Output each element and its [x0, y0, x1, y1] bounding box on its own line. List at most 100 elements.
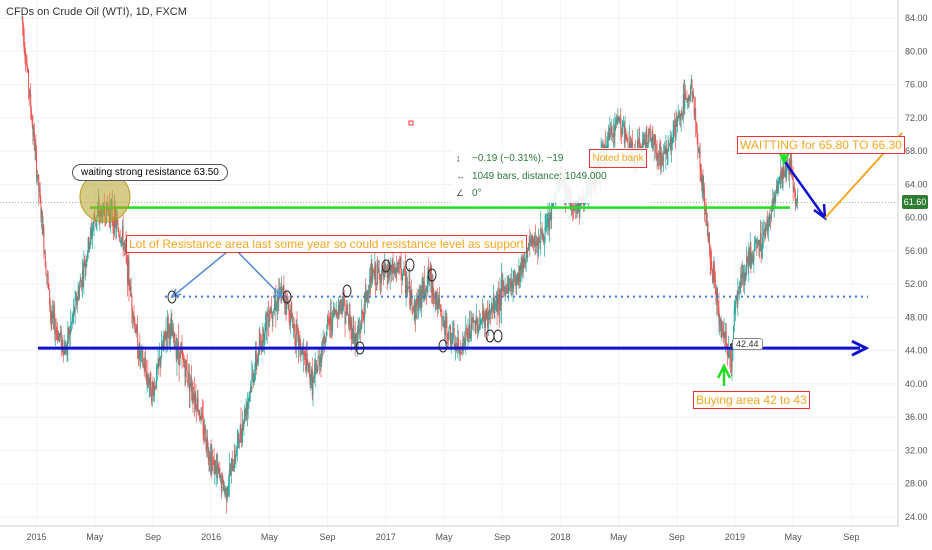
price-axis[interactable]: 84.00 80.00 76.00 72.00 68.00 64.00 60.00 56.00… [905, 13, 928, 522]
candle-body [617, 117, 619, 120]
candle-body [512, 285, 514, 288]
candle-body [44, 251, 46, 253]
candle-body [234, 450, 236, 460]
candle-body [710, 261, 712, 266]
candle-body [78, 291, 80, 298]
resistance-note[interactable]: Lot of Resistance area last some year so… [126, 235, 527, 253]
candle-body [654, 136, 656, 139]
candle-body [769, 214, 771, 218]
candle-body [324, 341, 326, 344]
candle-body [345, 313, 347, 324]
candle-body [88, 237, 90, 250]
candle-body [540, 228, 542, 232]
price-tick-label: 48.00 [905, 312, 928, 322]
candle-body [718, 308, 720, 325]
candle-body [147, 374, 149, 381]
candle-body [120, 240, 122, 242]
candle-body [25, 56, 27, 63]
time-tick-label: 2015 [27, 532, 47, 542]
candle-body [313, 378, 315, 379]
candle-body [353, 334, 355, 342]
candle-body [713, 266, 715, 282]
candle-body [792, 178, 794, 189]
candle-body [47, 275, 49, 284]
candle-body [326, 325, 328, 336]
candle-body [694, 109, 696, 115]
candle-body [511, 280, 513, 288]
candle-body [471, 317, 473, 332]
candle-body [434, 291, 436, 300]
candle-body [395, 268, 397, 273]
candle-body [81, 280, 83, 287]
candle-body [89, 243, 91, 250]
candle-body [643, 139, 645, 145]
candle-body [248, 396, 250, 401]
candle-body [611, 126, 613, 134]
buying-note[interactable]: Buying area 42 to 43 [693, 391, 810, 409]
candle-body [29, 94, 31, 96]
candle-body [43, 227, 45, 253]
candle-body [412, 308, 414, 310]
candle-body [201, 412, 203, 415]
candle-body [195, 395, 197, 407]
time-tick-label: May [785, 532, 803, 542]
candle-body [144, 363, 146, 371]
measure-tool-label[interactable]: ↨ −0.19 (−0.31%), −19 Noted bank ↔ 1049 … [452, 148, 651, 203]
candle-body [357, 331, 359, 338]
candle-body [341, 304, 343, 313]
candle-body [490, 309, 492, 315]
resistance-bubble[interactable]: waiting strong resistance 63.50 [72, 164, 228, 181]
candle-body [607, 138, 609, 141]
candle-body [521, 257, 523, 270]
candle-body [389, 271, 391, 277]
candle-body [719, 321, 721, 325]
candle-body [785, 166, 787, 178]
candle-body [693, 97, 695, 115]
candle-body [519, 264, 521, 282]
candle-body [412, 307, 414, 309]
candle-body [620, 133, 622, 137]
candle-body [33, 130, 35, 136]
candle-body [84, 260, 86, 267]
candle-body [220, 476, 222, 491]
candle-body [676, 120, 678, 126]
candle-body [128, 260, 130, 287]
candle-body [396, 266, 398, 273]
waiting-note[interactable]: WAITTING for 65.80 TO 66.30 [737, 136, 905, 154]
candle-body [437, 300, 439, 309]
candle-body [639, 139, 641, 146]
candle-body [165, 332, 167, 340]
candle-body [308, 364, 310, 372]
time-axis[interactable]: 2015 May Sep 2016 May Sep 2017 May Sep 2018 May Sep… [27, 532, 860, 542]
candle-body [367, 291, 369, 302]
candle-body [311, 368, 313, 381]
candle-body [288, 303, 290, 317]
candle-body [712, 274, 714, 282]
candle-body [371, 266, 373, 282]
candle-body [417, 302, 419, 311]
candle-body [62, 349, 64, 355]
candle-body [409, 290, 411, 306]
candle-body [499, 290, 501, 311]
candle-body [744, 273, 746, 280]
candle-body [166, 332, 168, 338]
candle-body [89, 231, 91, 244]
candle-body [730, 354, 732, 360]
candle-body [290, 309, 292, 313]
candle-body [398, 262, 400, 264]
candle-body [191, 391, 193, 395]
candle-body [540, 228, 542, 244]
candle-body [637, 140, 639, 143]
candle-body [703, 188, 705, 194]
candle-body [662, 159, 664, 161]
price-tick-label: 64.00 [905, 179, 928, 189]
candle-body [138, 344, 140, 359]
candle-body [132, 310, 134, 320]
candle-body [639, 145, 641, 150]
candle-body [732, 326, 734, 347]
candle-body [317, 357, 319, 367]
candle-body [346, 304, 348, 315]
candle-body [127, 260, 129, 285]
candle-body [446, 317, 448, 338]
